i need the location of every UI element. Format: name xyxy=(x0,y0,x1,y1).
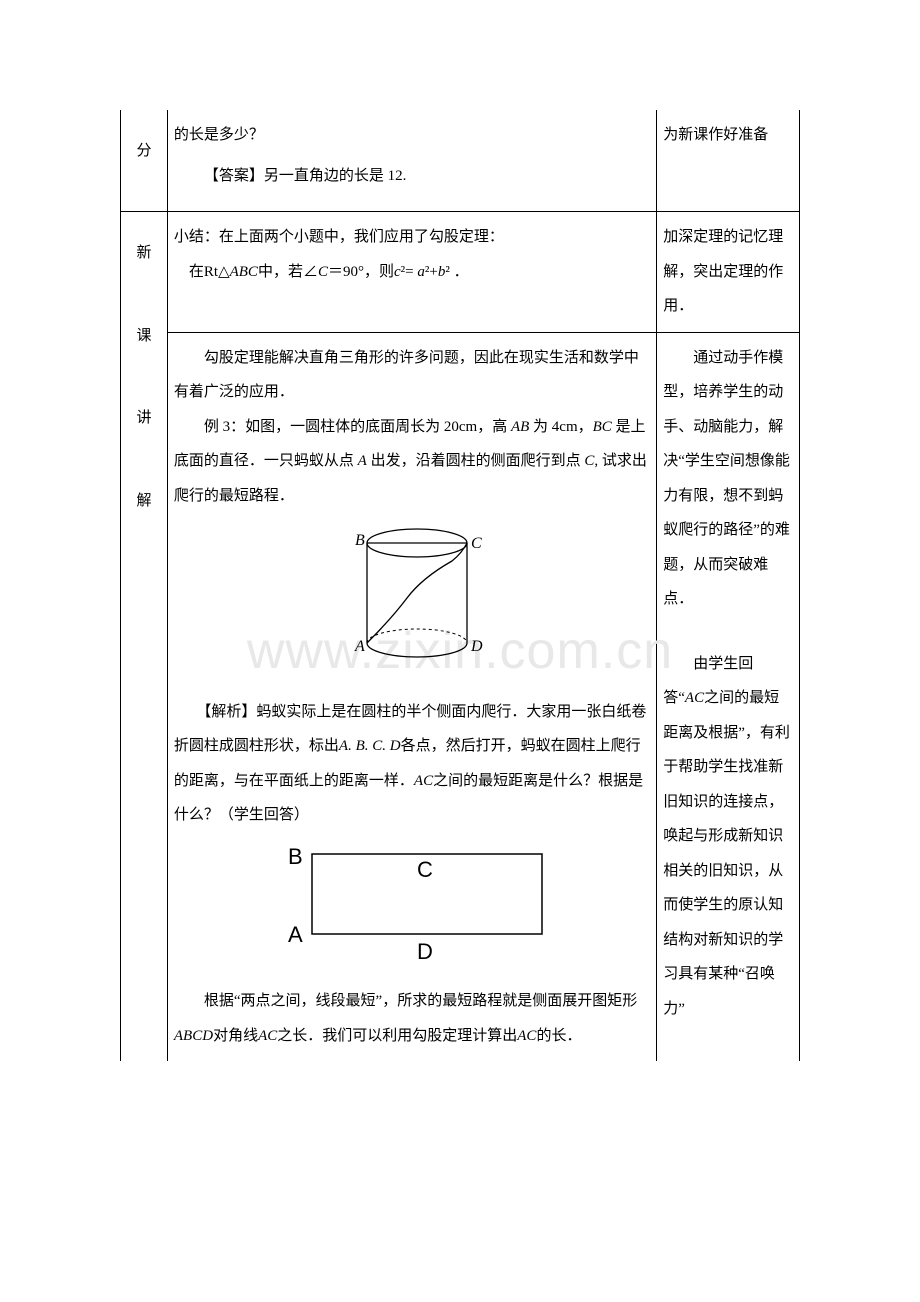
section-label-cell: 新 课 讲 解 xyxy=(121,212,168,1062)
text-line: 在Rt△ABC中，若∠C＝90°，则c²= a²+b² ． xyxy=(174,255,650,290)
section-char: 解 xyxy=(136,484,151,519)
cylinder-svg: B C A D xyxy=(322,513,502,681)
page: www.zixin.com.cn 分 的长是多少？ 【答案】另一直角边的长是 1… xyxy=(0,0,920,1302)
cylinder-figure: B C A D xyxy=(174,513,650,695)
note-cell: 加深定理的记忆理解，突出定理的作用． xyxy=(657,212,800,333)
table-row: 勾股定理能解决直角三角形的许多问题，因此在现实生活和数学中有着广泛的应用． 例 … xyxy=(121,332,800,1061)
label-B: B xyxy=(355,532,365,549)
paragraph: 例 3：如图，一圆柱体的底面周长为 20cm，高 AB 为 4cm，BC 是上底… xyxy=(174,410,650,514)
lesson-table: 分 的长是多少？ 【答案】另一直角边的长是 12. 为新课作好准备 新 课 讲 … xyxy=(120,110,800,1061)
section-char: 分 xyxy=(136,134,151,169)
label-A: A xyxy=(354,638,365,655)
section-char: 课 xyxy=(136,319,151,354)
content-cell: 勾股定理能解决直角三角形的许多问题，因此在现实生活和数学中有着广泛的应用． 例 … xyxy=(167,332,656,1061)
label-D: D xyxy=(417,939,433,964)
content-cell: 的长是多少？ 【答案】另一直角边的长是 12. xyxy=(167,110,656,212)
paragraph: 根据“两点之间，线段最短”，所求的最短路程就是侧面展开图矩形ABCD对角线AC之… xyxy=(174,984,650,1053)
label-C: C xyxy=(417,857,433,882)
label-A: A xyxy=(288,922,303,947)
section-label-cell: 分 xyxy=(121,110,168,212)
paragraph: 【解析】蚂蚁实际上是在圆柱的半个侧面内爬行．大家用一张白纸卷折圆柱成圆柱形状，标… xyxy=(174,695,650,833)
text-line: 为新课作好准备 xyxy=(663,118,793,153)
label-D: D xyxy=(470,638,483,655)
text-line: 小结：在上面两个小题中，我们应用了勾股定理： xyxy=(174,220,650,255)
paragraph: 勾股定理能解决直角三角形的许多问题，因此在现实生活和数学中有着广泛的应用． xyxy=(174,341,650,410)
paragraph: 由学生回答“AC之间的最短距离及根据”，有利于帮助学生找准新旧知识的连接点，唤起… xyxy=(663,647,793,1027)
rectangle-figure: B C A D xyxy=(174,839,650,983)
text-line: 的长是多少？ xyxy=(174,118,650,153)
content-cell: 小结：在上面两个小题中，我们应用了勾股定理： 在Rt△ABC中，若∠C＝90°，… xyxy=(167,212,656,333)
table-row: 新 课 讲 解 小结：在上面两个小题中，我们应用了勾股定理： 在Rt△ABC中，… xyxy=(121,212,800,333)
rectangle-svg: B C A D xyxy=(252,839,572,969)
table-row: 分 的长是多少？ 【答案】另一直角边的长是 12. 为新课作好准备 xyxy=(121,110,800,212)
label-C: C xyxy=(471,535,482,552)
section-char: 新 xyxy=(136,236,151,271)
label-B: B xyxy=(288,844,303,869)
note-cell: 为新课作好准备 xyxy=(657,110,800,212)
text-line: 【答案】另一直角边的长是 12. xyxy=(174,159,650,194)
text-line: 加深定理的记忆理解，突出定理的作用． xyxy=(663,220,793,324)
section-char: 讲 xyxy=(136,401,151,436)
note-cell: 通过动手作模型，培养学生的动手、动脑能力，解决“学生空间想像能力有限，想不到蚂蚁… xyxy=(657,332,800,1061)
paragraph: 通过动手作模型，培养学生的动手、动脑能力，解决“学生空间想像能力有限，想不到蚂蚁… xyxy=(663,341,793,617)
